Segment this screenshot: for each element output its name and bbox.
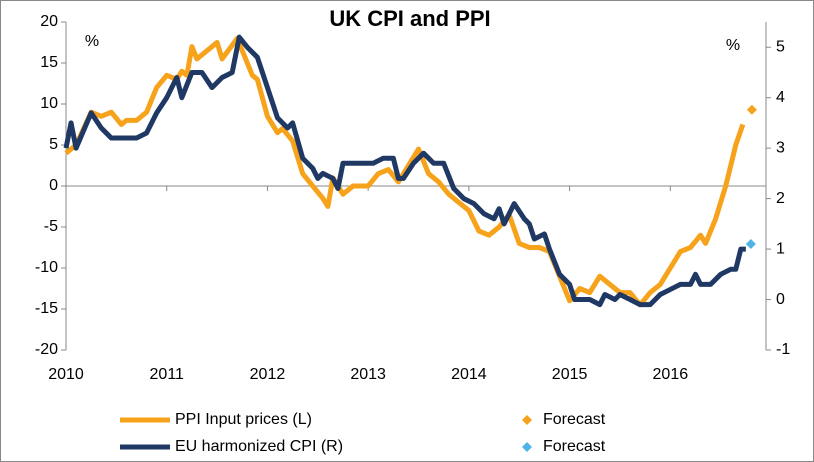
y2-tick-label: 0 bbox=[776, 291, 785, 308]
y-tick-label: 15 bbox=[40, 54, 58, 71]
x-tick-label: 2013 bbox=[350, 366, 386, 383]
forecast-marker bbox=[746, 104, 757, 115]
y-tick-label: 5 bbox=[49, 136, 58, 153]
y2-unit-label: % bbox=[726, 37, 740, 54]
y-tick-label: -15 bbox=[35, 300, 58, 317]
y-tick-label: 0 bbox=[49, 177, 58, 194]
y-tick-label: -20 bbox=[35, 341, 58, 358]
y-tick-label: -10 bbox=[35, 259, 58, 276]
x-tick-label: 2016 bbox=[653, 366, 689, 383]
series-line bbox=[63, 34, 746, 308]
legend-label: PPI Input prices (L) bbox=[175, 411, 312, 428]
y2-tick-label: 4 bbox=[776, 89, 785, 106]
y-tick-label: 10 bbox=[40, 95, 58, 112]
legend-swatch bbox=[522, 442, 532, 452]
chart-title: UK CPI and PPI bbox=[329, 6, 490, 31]
y2-tick-label: 2 bbox=[776, 190, 785, 207]
legend-swatch bbox=[522, 415, 532, 425]
x-tick-label: 2012 bbox=[250, 366, 286, 383]
y2-tick-label: 1 bbox=[776, 240, 785, 257]
legend-label: Forecast bbox=[543, 411, 606, 428]
y-tick-label: 20 bbox=[40, 13, 58, 30]
legend-label: Forecast bbox=[543, 438, 606, 455]
series-line bbox=[64, 35, 746, 308]
y-tick-label: -5 bbox=[44, 218, 58, 235]
x-tick-label: 2010 bbox=[48, 366, 84, 383]
forecast-marker bbox=[745, 239, 756, 250]
x-tick-label: 2015 bbox=[552, 366, 588, 383]
y2-tick-label: 5 bbox=[776, 38, 785, 55]
x-tick-label: 2014 bbox=[451, 366, 487, 383]
legend-label: EU harmonized CPI (R) bbox=[175, 438, 343, 455]
y2-tick-label: 3 bbox=[776, 139, 785, 156]
y-unit-label: % bbox=[85, 33, 99, 50]
x-tick-label: 2011 bbox=[150, 366, 185, 383]
y2-tick-label: -1 bbox=[776, 341, 790, 358]
